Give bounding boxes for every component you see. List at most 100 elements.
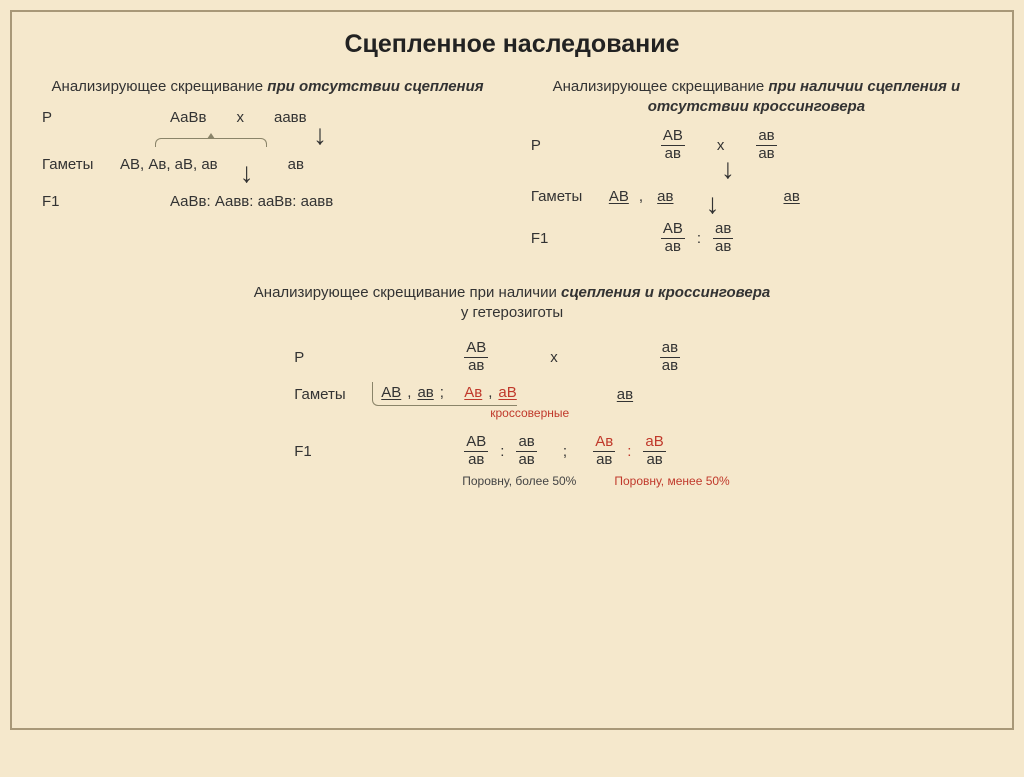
frac-den: ав: [516, 452, 536, 469]
label-gametes: Гаметы: [42, 156, 120, 173]
sep: ;: [440, 384, 444, 401]
sec3-subtitle: Анализирующее скрещивание при наличии сц…: [252, 283, 772, 322]
column-linkage-no-crossover: Анализирующее скрещивание при наличии сц…: [531, 77, 982, 263]
col2-parents-row: P АВ ав х ав ав: [531, 128, 982, 162]
arrow-down-icon: ↓: [313, 122, 327, 147]
arrow-down-icon: ↓: [240, 160, 254, 185]
sec3-gametes-row: Гаметы АВ, ав; Ав, аВ ав кроссоверные: [294, 382, 729, 406]
sec3-notes-row: Поровну, более 50% Поровну, менее 50%: [294, 474, 729, 488]
col2-f1: АВ ав : ав ав: [609, 221, 982, 255]
gamete-ab: ав: [417, 384, 433, 401]
frac-den: ав: [594, 452, 614, 469]
semicolon: ;: [563, 443, 567, 460]
frac-num: АВ: [464, 434, 488, 452]
sec3-body: P АВ ав х ав ав Гаметы: [294, 332, 729, 496]
note-left: Поровну, более 50%: [462, 474, 576, 488]
col1-f1: АаВв: Аавв: ааВв: аавв: [120, 193, 493, 210]
col2-subtitle-plain: Анализирующее скрещивание: [553, 78, 769, 95]
gamete-bracket-group: АВ, ав; Ав, аВ: [372, 382, 517, 406]
sec3-subtitle-em: сцепления и кроссинговера: [561, 284, 770, 301]
col1-gametes-right: ав: [288, 156, 304, 173]
frac-num: АВ: [661, 128, 685, 146]
gamete-right: ав: [783, 188, 799, 205]
cross-symbol: х: [550, 349, 558, 366]
cross-symbol: х: [237, 109, 245, 126]
col2-p1-frac: АВ ав: [661, 128, 685, 162]
col1-p2: аавв: [274, 109, 307, 126]
two-columns: Анализирующее скрещивание при отсутствии…: [42, 77, 982, 263]
col2-f1a: АВ ав: [661, 221, 685, 255]
label-F1: F1: [294, 443, 372, 460]
sec3-subtitle-tail: у гетерозиготы: [461, 304, 563, 321]
col2-subtitle: Анализирующее скрещивание при наличии сц…: [531, 77, 982, 116]
crossover-label: кроссоверные: [490, 406, 569, 420]
sec3-f1: АВ ав : ав ав ; Ав ав : аВ: [372, 434, 729, 468]
frac-den: ав: [663, 239, 683, 256]
frac-num: ав: [516, 434, 536, 452]
col1-gametes-left: АВ, Ав, аВ, ав: [120, 156, 218, 173]
col1-subtitle: Анализирующее скрещивание при отсутствии…: [42, 77, 493, 97]
frac-num: Ав: [593, 434, 615, 452]
frac-den: ав: [713, 239, 733, 256]
frac-num: ав: [713, 221, 733, 239]
frac-num: аВ: [643, 434, 665, 452]
frac-den: ав: [466, 452, 486, 469]
col1-subtitle-plain: Анализирующее скрещивание: [52, 78, 268, 95]
col2-parents: АВ ав х ав ав: [609, 128, 982, 162]
sec3-subtitle-plain: Анализирующее скрещивание при наличии: [254, 284, 561, 301]
gamete-right: ав: [617, 386, 633, 403]
sec3-f1a: АВ ав: [464, 434, 488, 468]
frac-den: ав: [466, 358, 486, 375]
bracket-icon: [155, 138, 267, 147]
sec3-parents: АВ ав х ав ав: [372, 340, 729, 374]
col1-f1-row: F1 АаВв: Аавв: ааВв: аавв: [42, 193, 493, 210]
colon: :: [627, 443, 631, 460]
main-title: Сцепленное наследование: [42, 30, 982, 59]
col1-f1-text: АаВв: Аавв: ааВв: аавв: [170, 193, 333, 210]
gamete-ab: ав: [657, 188, 673, 205]
label-F1: F1: [42, 193, 120, 210]
col2-gametes-row: Гаметы АВ, ав ↓ ав: [531, 188, 982, 205]
sec3-p2-frac: ав ав: [660, 340, 680, 374]
cross-symbol: х: [717, 137, 725, 154]
col1-parents-row: P АаВв х аавв: [42, 109, 493, 126]
frac-den: ав: [644, 452, 664, 469]
gamete-AB: АВ: [381, 384, 401, 401]
frac-num: АВ: [464, 340, 488, 358]
label-F1: F1: [531, 230, 609, 247]
sec3-p1-frac: АВ ав: [464, 340, 488, 374]
sec3-notes: Поровну, более 50% Поровну, менее 50%: [372, 474, 729, 488]
frac-num: ав: [660, 340, 680, 358]
label-gametes: Гаметы: [531, 188, 609, 205]
sec3-parents-row: P АВ ав х ав ав: [294, 340, 729, 374]
frac-num: ав: [756, 128, 776, 146]
gamete-AB: АВ: [609, 188, 629, 205]
sec3-f1d: аВ ав: [643, 434, 665, 468]
frac-den: ав: [756, 146, 776, 163]
page: Сцепленное наследование Анализирующее ск…: [10, 10, 1014, 730]
gamete-Ab-red: Ав: [464, 384, 482, 401]
arrow-down-icon: ↓: [705, 191, 719, 216]
col2-gametes: АВ, ав ↓ ав: [609, 188, 982, 205]
colon: :: [697, 230, 701, 247]
sec3-f1-row: F1 АВ ав : ав ав ; Ав ав: [294, 434, 729, 468]
frac-num: АВ: [661, 221, 685, 239]
label-gametes: Гаметы: [294, 386, 372, 403]
gamete-aB-red: аВ: [498, 384, 516, 401]
col2-arrow-row: ↓: [646, 170, 982, 180]
arrow-down-icon: ↓: [721, 156, 735, 181]
frac-den: ав: [663, 146, 683, 163]
section-linkage-with-crossover: Анализирующее скрещивание при наличии сц…: [42, 283, 982, 496]
frac-den: ав: [660, 358, 680, 375]
label-P: P: [294, 349, 372, 366]
sec3-f1b: ав ав: [516, 434, 536, 468]
col2-p2-frac: ав ав: [756, 128, 776, 162]
column-no-linkage: Анализирующее скрещивание при отсутствии…: [42, 77, 493, 263]
colon: :: [500, 443, 504, 460]
col1-gametes-row: Гаметы АВ, Ав, аВ, ав ↓ ав: [42, 156, 493, 173]
col1-bracket-row: ↓: [125, 134, 493, 148]
note-right: Поровну, менее 50%: [614, 474, 729, 488]
col2-f1b: ав ав: [713, 221, 733, 255]
col1-subtitle-em: при отсутствии сцепления: [267, 78, 483, 95]
sec3-f1c: Ав ав: [593, 434, 615, 468]
